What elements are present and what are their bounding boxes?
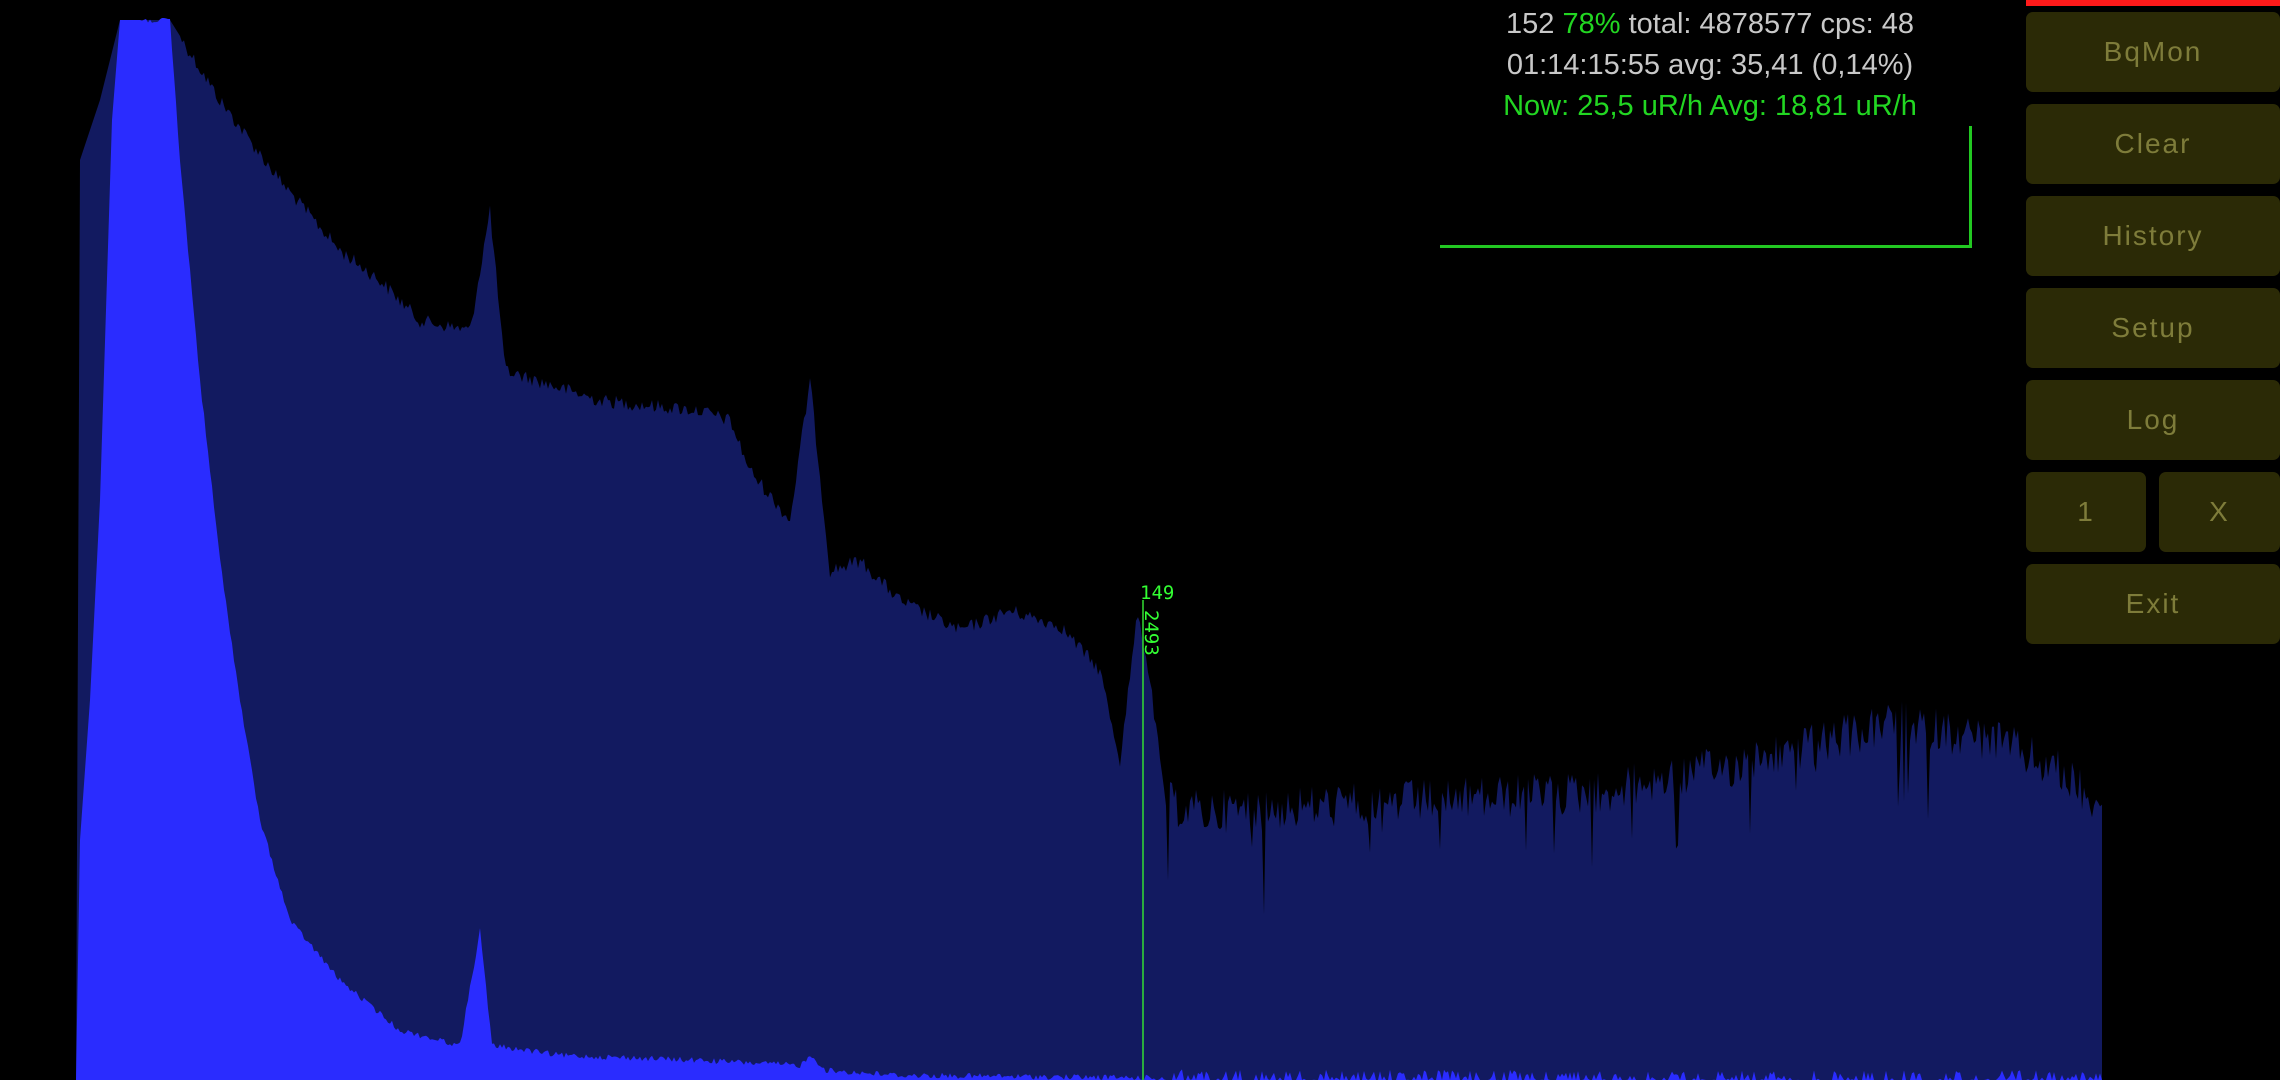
- log-button[interactable]: Log: [2026, 380, 2280, 460]
- spectrum-long-term-area: [76, 20, 2102, 1080]
- scale-one-button[interactable]: 1: [2026, 472, 2146, 552]
- status-line-dose-rate: Now: 25,5 uR/h Avg: 18,81 uR/h: [1503, 90, 1917, 122]
- exit-button[interactable]: Exit: [2026, 564, 2280, 644]
- clear-button[interactable]: Clear: [2026, 104, 2280, 184]
- recording-indicator: [2026, 0, 2280, 6]
- dose-rate-graph: [1440, 126, 1972, 248]
- totals-text: total: 4878577 cps: 48: [1628, 8, 1914, 40]
- bqmon-button[interactable]: BqMon: [2026, 12, 2280, 92]
- setup-button[interactable]: Setup: [2026, 288, 2280, 368]
- status-line-counts: 152 78% total: 4878577 cps: 48: [1360, 4, 2060, 45]
- marker-count-label: 2493: [1140, 610, 1162, 656]
- scale-x-button[interactable]: X: [2159, 472, 2280, 552]
- status-line-time: 01:14:15:55 avg: 35,41 (0,14%): [1506, 49, 1914, 81]
- percent-value: 78%: [1562, 8, 1621, 40]
- spectrum-current-area: [76, 18, 2102, 1080]
- counts-value: 152: [1506, 8, 1555, 40]
- status-readout: 152 78% total: 4878577 cps: 48 01:14:15:…: [1360, 4, 2060, 127]
- history-button[interactable]: History: [2026, 196, 2280, 276]
- marker-channel-label: 149: [1140, 582, 1175, 604]
